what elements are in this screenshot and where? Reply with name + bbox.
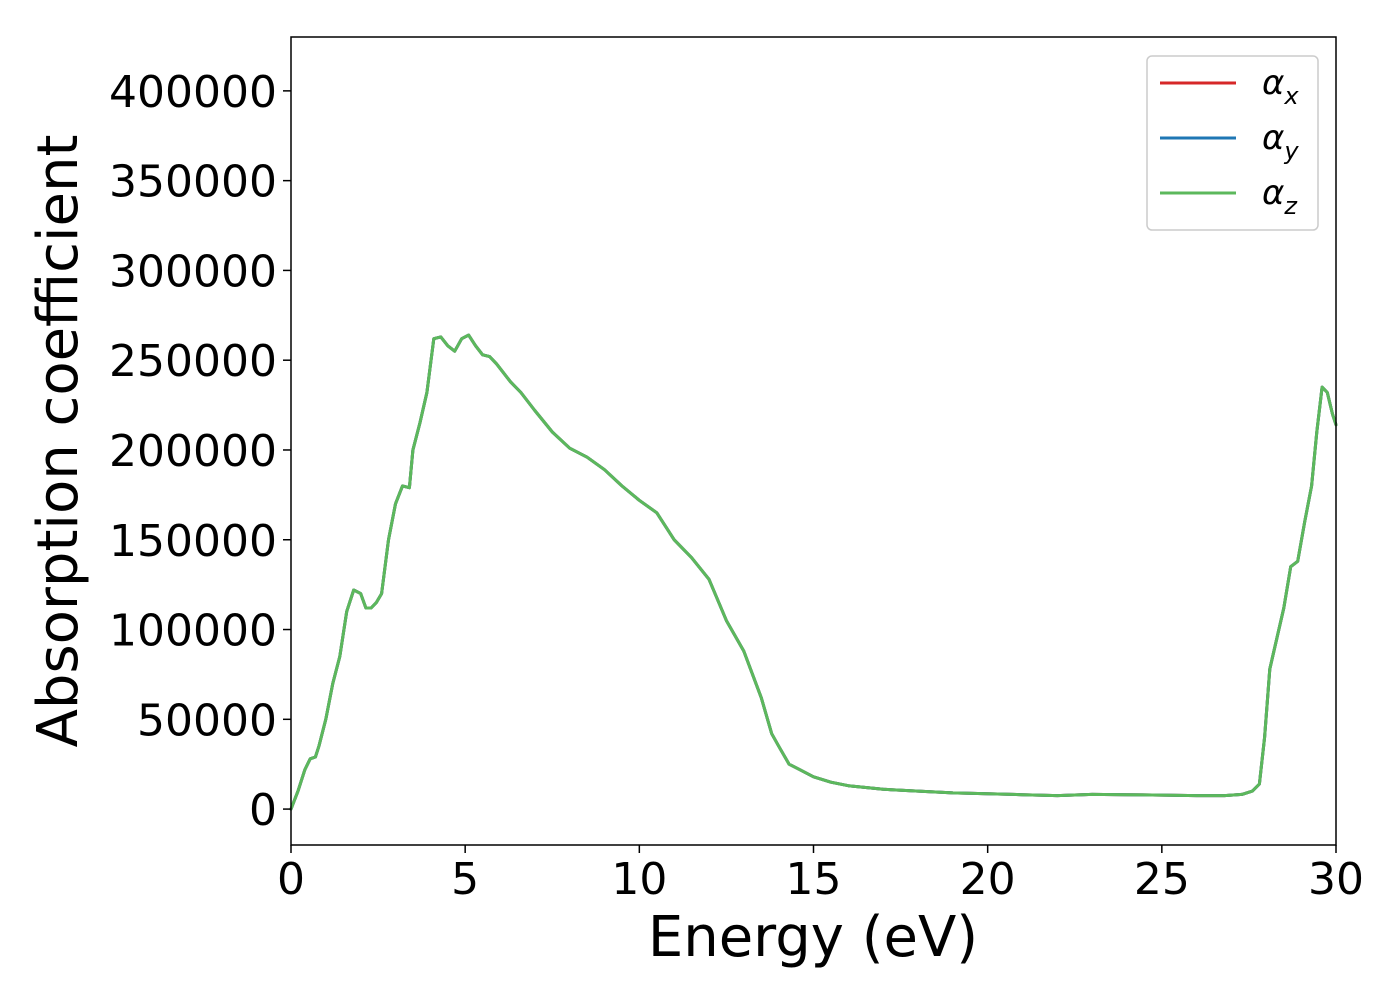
y-axis-ticks: 0 50000 100000 150000 200000 250000 300000 3500… [109, 67, 291, 836]
legend-label-z: αz [1262, 173, 1298, 220]
x-tick-label: 15 [786, 854, 842, 905]
series-line-x [289, 333, 1338, 811]
y-tick-label: 150000 [109, 516, 277, 567]
y-tick-label: 100000 [109, 606, 277, 657]
y-tick-label: 50000 [137, 695, 277, 746]
x-tick-label: 0 [277, 854, 305, 905]
series-line-z [289, 333, 1338, 811]
y-tick-label: 350000 [109, 157, 277, 208]
x-axis-title: Energy (eV) [648, 905, 978, 970]
legend-label-y: αy [1262, 118, 1299, 165]
y-tick-label: 300000 [109, 246, 277, 297]
x-tick-label: 20 [960, 854, 1016, 905]
y-tick-label: 400000 [109, 67, 277, 118]
series-layer [289, 333, 1338, 811]
series-line-y [289, 333, 1338, 811]
y-tick-label: 250000 [109, 336, 277, 387]
x-tick-label: 5 [451, 854, 479, 905]
y-axis-title: Absorption coefficient [26, 135, 91, 748]
legend-entries: αx αy αz [1160, 63, 1299, 220]
y-tick-label: 200000 [109, 426, 277, 477]
legend: αx αy αz [1146, 55, 1319, 231]
x-axis-ticks: 0 5 10 15 20 25 30 [277, 845, 1364, 905]
y-tick-label: 0 [249, 785, 277, 836]
legend-box [1146, 55, 1319, 231]
x-tick-label: 25 [1134, 854, 1190, 905]
x-tick-label: 10 [611, 854, 667, 905]
legend-label-x: αx [1262, 63, 1299, 110]
x-tick-label: 30 [1308, 854, 1364, 905]
